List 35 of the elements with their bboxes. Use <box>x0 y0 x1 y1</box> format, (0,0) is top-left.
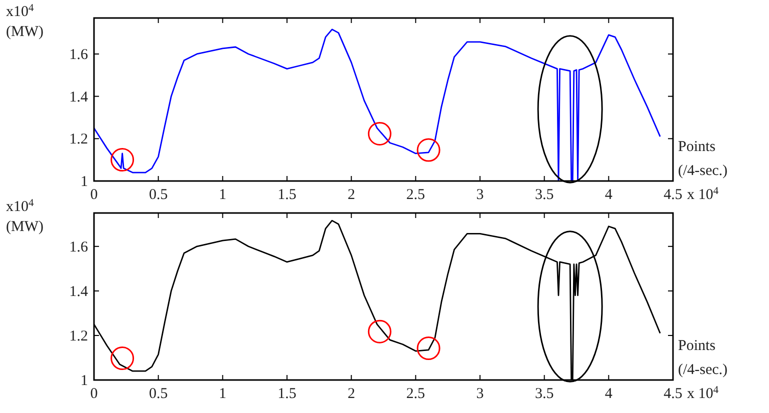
y-tick-label: 1.2 <box>69 328 88 344</box>
x-tick-label: 2 <box>348 187 356 203</box>
x-tick-label: 1 <box>218 386 226 402</box>
x-tick-label: 4 <box>604 187 613 203</box>
x-axis-title: Points (/4-sec.) <box>678 338 728 378</box>
y-tick-label: 1 <box>80 373 88 389</box>
x-tick-label: 4.5 <box>664 187 682 203</box>
x-axis-title: Points (/4-sec.) <box>678 139 728 179</box>
y-axis-title: x10$^{4}$ (MW) <box>6 198 44 235</box>
x-tick-label: 1.5 <box>278 386 296 402</box>
y-tick-label: 1.2 <box>69 132 88 148</box>
text: x 10$^{4}$ <box>687 186 720 203</box>
y-tick-label: 1 <box>80 174 88 190</box>
x-tick-label: 3.5 <box>534 386 554 402</box>
x-tick-label: 0 <box>90 187 98 203</box>
x-tick-label: 2.5 <box>406 386 426 402</box>
x-tick-label: 1.5 <box>278 187 296 203</box>
x-tick-label: 4.5 <box>664 386 682 402</box>
line-series <box>94 28 661 181</box>
y-tick-label: 1.6 <box>69 239 88 256</box>
x-tick-label: 0.5 <box>148 187 168 203</box>
x-tick-label: 2 <box>348 386 356 402</box>
x-tick-label: 2.5 <box>406 187 426 203</box>
x-tick-label: 4 <box>604 386 613 402</box>
text: x 10$^{4}$ <box>687 384 720 402</box>
x-tick-label: 1 <box>218 187 226 203</box>
y-tick-label: 1.4 <box>69 89 88 106</box>
y-tick-label: 1.6 <box>69 46 88 63</box>
y-axis-title: x10$^{4}$ (MW) <box>6 2 44 40</box>
x-tick-label: 0.5 <box>148 386 168 402</box>
x-tick-label: 3 <box>476 187 484 203</box>
y-tick-label: 1.4 <box>69 284 88 300</box>
x-tick-label: 0 <box>90 386 98 402</box>
x-tick-label: 3.5 <box>534 187 554 203</box>
x-tick-label: 3 <box>476 386 484 402</box>
